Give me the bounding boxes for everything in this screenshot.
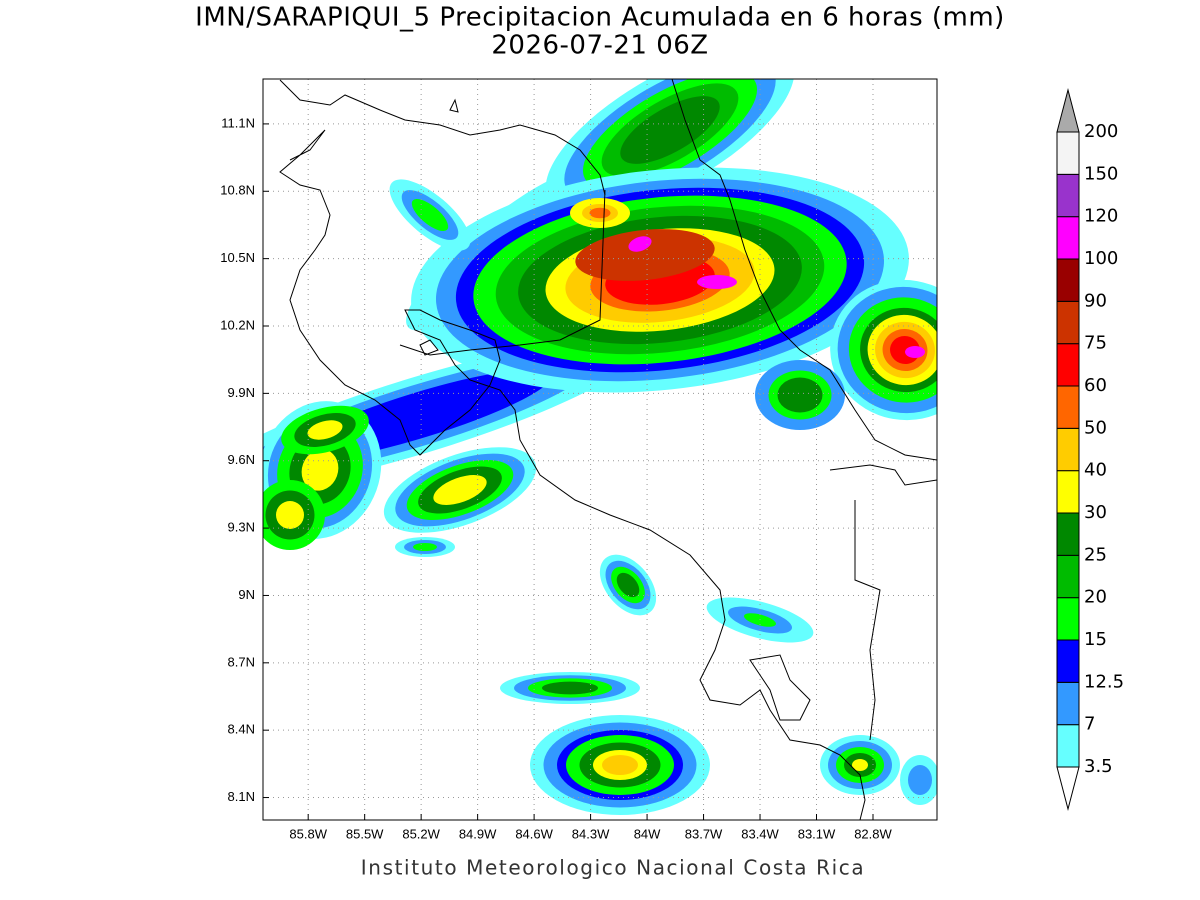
precip-area	[697, 275, 737, 289]
precip-area	[542, 681, 598, 695]
colorbar-bin	[1056, 131, 1080, 175]
precip-area	[575, 229, 715, 281]
colorbar-over	[1056, 88, 1080, 133]
x-tick-label: 84.6W	[515, 826, 553, 841]
precip-area	[905, 346, 925, 358]
coastline	[279, 129, 866, 820]
x-tick-label: 85.5W	[346, 826, 384, 841]
precip-area	[777, 377, 823, 413]
colorbar-label: 60	[1084, 375, 1107, 396]
precip-area	[413, 543, 437, 551]
colorbar-bin	[1056, 343, 1080, 387]
precip-area	[744, 613, 776, 627]
colorbar-label: 90	[1084, 290, 1107, 311]
border	[829, 464, 937, 741]
precip-area	[628, 236, 652, 252]
colorbar-bin	[1056, 597, 1080, 641]
colorbar-label: 30	[1084, 502, 1107, 523]
coastlines	[279, 79, 937, 820]
colorbar-under	[1056, 766, 1080, 811]
colorbar-label: 50	[1084, 417, 1107, 438]
colorbar-label: 40	[1084, 460, 1107, 481]
y-tick-label: 10.8N	[220, 183, 255, 198]
colorbar-bin	[1056, 554, 1080, 599]
x-tick-label: 83.1W	[798, 826, 836, 841]
y-tick-label: 10.2N	[220, 317, 255, 332]
y-tick-label: 9N	[238, 587, 255, 602]
grid: 85.8W 85.5W 85.2W 84.9W 84.6W 84.3W 84W 83.7W 83…	[220, 79, 937, 841]
y-tick-label: 9.6N	[228, 452, 255, 467]
precip-field	[263, 79, 937, 815]
y-tick-label: 8.1N	[228, 789, 255, 804]
colorbar-bin	[1056, 470, 1080, 514]
coastline	[671, 79, 937, 461]
coastline	[279, 79, 606, 196]
y-tick-label: 9.9N	[228, 385, 255, 400]
colorbar-bin	[1056, 427, 1080, 472]
precip-area	[589, 207, 611, 219]
precip-area	[301, 449, 339, 491]
coastline	[419, 98, 811, 721]
colorbar-label: 120	[1084, 206, 1118, 227]
precip-area	[602, 755, 638, 775]
colorbar-label: 100	[1084, 248, 1118, 269]
x-tick-label: 84.9W	[459, 826, 497, 841]
colorbar-bin	[1056, 724, 1080, 768]
colorbar-label: 12.5	[1084, 671, 1124, 692]
colorbar-bin	[1056, 173, 1080, 218]
subtitle: 2026-07-21 06Z	[491, 31, 708, 61]
title: IMN/SARAPIQUI_5 Precipitacion Acumulada …	[195, 3, 1005, 33]
colorbar-bin	[1056, 385, 1080, 429]
x-tick-label: 85.2W	[402, 826, 440, 841]
colorbar-bin	[1056, 512, 1080, 556]
x-tick-label: 83.7W	[685, 826, 723, 841]
x-tick-label: 84.3W	[572, 826, 610, 841]
precip-area	[908, 765, 932, 795]
colorbar-label: 7	[1084, 714, 1095, 735]
precip-area	[616, 572, 640, 598]
colorbar-bin	[1056, 258, 1080, 302]
colorbar-label: 25	[1084, 544, 1107, 565]
precip-area	[620, 96, 720, 164]
y-tick-label: 8.4N	[228, 722, 255, 737]
precip-area	[433, 475, 487, 505]
colorbar-label: 75	[1084, 333, 1107, 354]
colorbar: 3.5 7 12.5 15 20 25 30 40 50 60 75 90 100 120 150 200	[1056, 88, 1124, 811]
y-tick-label: 8.7N	[228, 654, 255, 669]
precip-area	[411, 198, 449, 232]
colorbar-bin	[1056, 681, 1080, 726]
plot-frame	[262, 78, 938, 821]
x-tick-label: 85.8W	[289, 826, 327, 841]
colorbar-bin	[1056, 639, 1080, 683]
colorbar-bin	[1056, 300, 1080, 345]
colorbar-label: 15	[1084, 629, 1107, 650]
colorbar-bin	[1056, 216, 1080, 260]
precip-area	[307, 420, 343, 440]
y-tick-label: 9.3N	[228, 520, 255, 535]
x-tick-label: 83.4W	[741, 826, 779, 841]
y-tick-label: 10.5N	[220, 250, 255, 265]
x-tick-label: 82.8W	[854, 826, 892, 841]
border	[399, 189, 606, 356]
y-tick-label: 11.1N	[221, 115, 255, 130]
precip-area	[276, 501, 304, 529]
colorbar-label: 3.5	[1084, 756, 1113, 777]
footer: Instituto Meteorologico Nacional Costa R…	[361, 856, 865, 880]
colorbar-label: 20	[1084, 587, 1107, 608]
x-tick-label: 84W	[634, 826, 661, 841]
precip-area	[852, 759, 868, 771]
colorbar-label: 150	[1084, 163, 1118, 184]
colorbar-label: 200	[1084, 121, 1118, 142]
